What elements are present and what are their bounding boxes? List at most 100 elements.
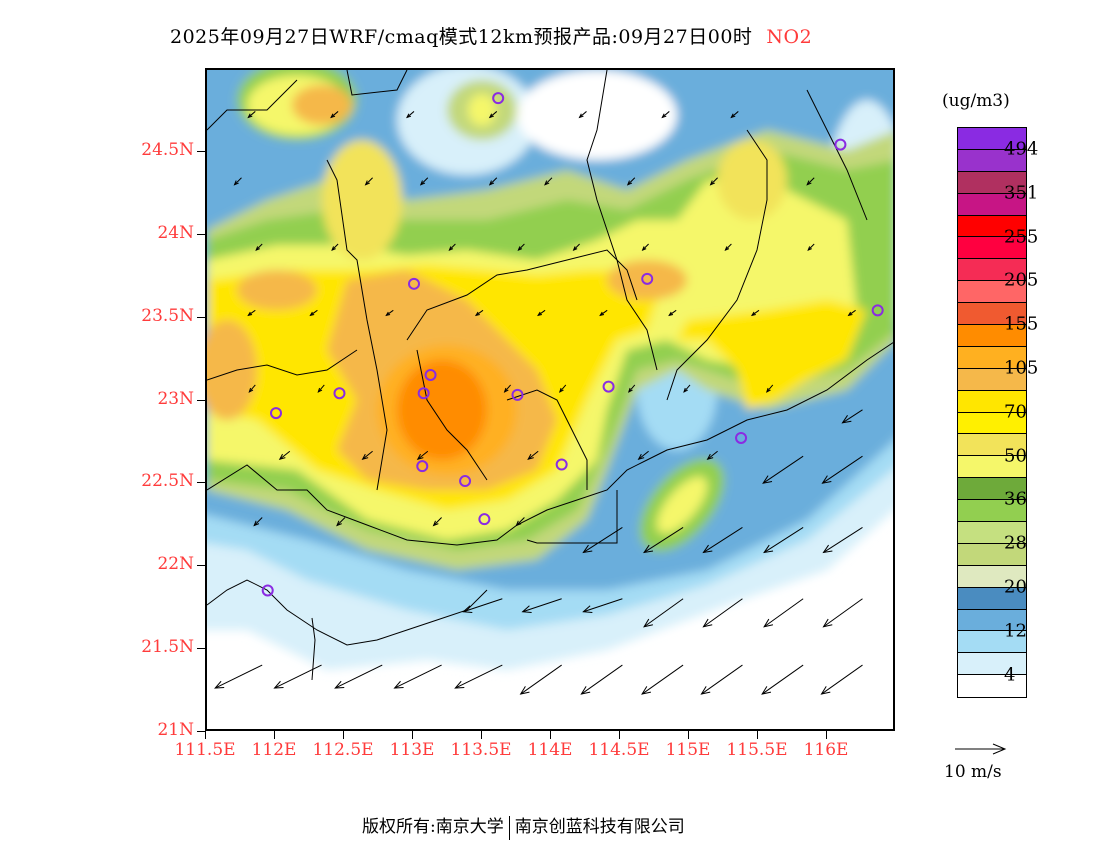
wind-arrow	[419, 177, 429, 186]
wind-arrow	[488, 177, 498, 186]
wind-arrow	[517, 243, 525, 251]
wind-arrow	[702, 598, 743, 628]
legend-color-bin	[958, 390, 1026, 413]
legend-color-bin	[958, 281, 1026, 304]
wind-arrow	[668, 309, 677, 317]
legend-color-bin	[958, 434, 1026, 457]
wind-arrow	[317, 384, 325, 393]
legend-color-bin	[958, 478, 1026, 501]
legend-color-bin	[958, 587, 1026, 610]
color-legend	[957, 127, 1027, 699]
wind-arrow	[248, 384, 256, 393]
map-svg	[207, 70, 893, 695]
wind-arrow	[488, 111, 498, 119]
lon-label: 114.5E	[588, 740, 650, 760]
station-marker	[416, 460, 429, 473]
lon-tick	[826, 731, 827, 739]
legend-label: 351	[1004, 182, 1039, 204]
wind-arrow	[558, 384, 567, 393]
legend-color-bin	[958, 653, 1026, 676]
legend-color-bin	[958, 346, 1026, 369]
wind-arrow	[214, 664, 263, 689]
wind-arrow	[599, 309, 608, 317]
wind-arrow	[336, 517, 346, 527]
station-marker	[459, 475, 472, 488]
wind-arrow	[761, 664, 804, 695]
wind-arrow	[334, 664, 383, 689]
station-marker	[478, 513, 491, 526]
legend-unit: (ug/m3)	[942, 91, 1010, 111]
legend-color-bin	[958, 149, 1026, 172]
wind-arrow	[448, 243, 456, 251]
legend-color-bin	[958, 215, 1026, 238]
wind-arrow	[750, 309, 760, 317]
legend-label: 205	[1004, 269, 1039, 291]
station-marker	[261, 584, 274, 597]
legend-color-bin	[958, 237, 1026, 260]
lon-tick	[688, 731, 689, 739]
wind-arrow	[700, 664, 743, 695]
wind-arrow	[626, 177, 636, 186]
lat-label: 21N	[157, 720, 194, 740]
wind-arrow	[361, 450, 373, 461]
lat-tick	[197, 482, 205, 484]
wind-arrow	[578, 111, 587, 119]
wind-arrow	[643, 527, 684, 554]
legend-color-bin	[958, 259, 1026, 282]
wind-vectors	[214, 111, 863, 695]
map-title: 2025年09月27日WRF/cmaq模式12km预报产品:09月27日00时 N…	[170, 22, 812, 49]
wind-arrow	[253, 517, 263, 527]
legend-label: 494	[1004, 138, 1039, 160]
copyright-owner: 版权所有:南京大学	[362, 817, 504, 837]
lon-tick	[550, 731, 551, 739]
legend-label: 50	[1004, 445, 1027, 466]
lon-tick	[274, 731, 275, 739]
legend-color-bin	[958, 325, 1026, 347]
lat-tick	[197, 399, 205, 401]
legend-label: 70	[1004, 401, 1027, 423]
legend-label: 105	[1004, 357, 1039, 379]
wind-arrow	[822, 527, 863, 554]
lon-label: 115.5E	[726, 740, 788, 760]
legend-color-bin	[958, 303, 1026, 326]
station-marker	[555, 458, 568, 471]
wind-arrow	[643, 598, 684, 628]
wind-arrow	[331, 243, 339, 251]
station-marker	[871, 304, 884, 317]
station-marker	[834, 138, 847, 151]
wind-arrow	[763, 527, 804, 554]
wind-arrow	[582, 598, 623, 613]
wind-arrow	[527, 450, 539, 461]
wind-arrow	[762, 455, 804, 484]
station-marker	[424, 368, 437, 381]
wind-arrow	[637, 450, 649, 461]
wind-arrow	[474, 309, 484, 317]
wind-arrow	[661, 111, 670, 119]
wind-scale-arrow-icon	[955, 743, 1007, 755]
wind-arrow	[822, 598, 863, 628]
station-marker	[641, 272, 654, 285]
lon-tick	[343, 731, 344, 739]
footer-divider	[508, 815, 510, 840]
wind-arrow	[521, 598, 562, 613]
wind-arrow	[641, 664, 684, 695]
legend-color-bin	[958, 565, 1026, 588]
station-marker	[492, 92, 505, 105]
lon-label: 112E	[251, 740, 297, 760]
wind-arrow	[580, 664, 623, 695]
legend-color-bin	[958, 543, 1026, 566]
wind-arrow	[641, 243, 649, 251]
wind-arrow	[364, 177, 373, 186]
boundaries	[207, 70, 893, 681]
legend-color-bin	[958, 522, 1026, 544]
wind-arrow	[247, 309, 256, 317]
wind-arrow	[806, 177, 815, 186]
wind-arrow	[406, 111, 415, 119]
lon-label: 112.5E	[312, 740, 374, 760]
lat-tick	[197, 565, 205, 567]
legend-color-bin	[958, 500, 1026, 523]
wind-arrow	[821, 455, 863, 484]
lat-label: 23.5N	[141, 305, 194, 326]
lon-label: 113.5E	[450, 740, 512, 760]
wind-arrow	[537, 309, 546, 317]
